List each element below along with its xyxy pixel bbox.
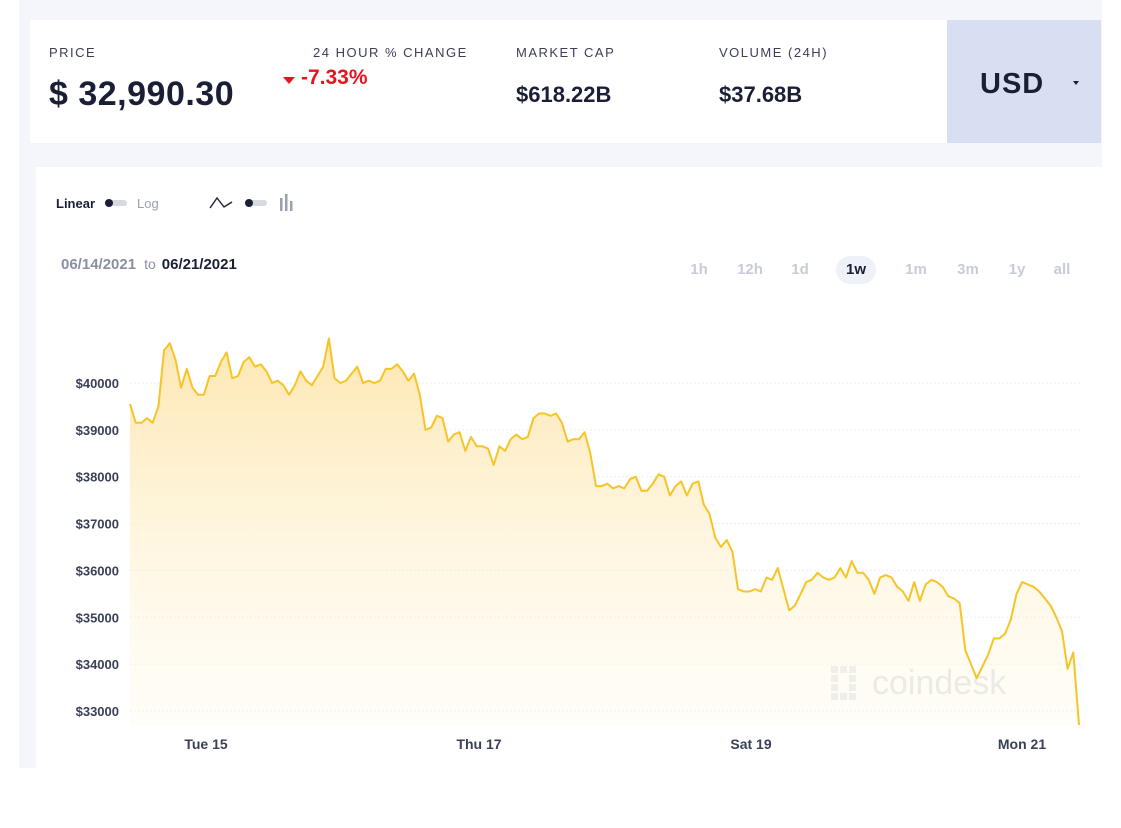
line-chart-icon[interactable] xyxy=(209,196,233,210)
market-cap-value: $618.22B xyxy=(516,82,612,107)
range-3m[interactable]: 3m xyxy=(957,261,979,278)
scale-toggle[interactable] xyxy=(105,199,128,207)
range-12h[interactable]: 12h xyxy=(737,261,763,278)
range-1m[interactable]: 1m xyxy=(905,261,927,278)
change-label: 24 HOUR % CHANGE xyxy=(313,45,468,60)
range-1y[interactable]: 1y xyxy=(1008,261,1026,278)
volume-label: VOLUME (24H) xyxy=(719,45,829,60)
scale-toggle-knob xyxy=(105,199,114,207)
y-tick-label: $35000 xyxy=(76,610,119,625)
volume-value: $37.68B xyxy=(719,82,803,107)
date-to-word: to xyxy=(144,256,156,272)
x-tick-label: Sat 19 xyxy=(730,736,771,752)
x-axis-ticks: Tue 15 Thu 17 Sat 19 Mon 21 xyxy=(184,736,1046,752)
change-value-group: -7.33% xyxy=(283,66,368,90)
x-tick-label: Mon 21 xyxy=(998,736,1046,752)
triangle-down-icon xyxy=(283,76,295,84)
y-tick-label: $38000 xyxy=(76,470,119,485)
chart-controls: Linear Log xyxy=(56,188,295,218)
price-area xyxy=(130,338,1079,726)
y-tick-label: $39000 xyxy=(76,423,119,438)
price-label: PRICE xyxy=(49,45,97,60)
range-1w[interactable]: 1w xyxy=(835,256,877,284)
change-value: -7.33% xyxy=(301,66,368,89)
y-tick-label: $37000 xyxy=(76,517,119,532)
stats-header: PRICE $ 32,990.30 24 HOUR % CHANGE MARKE… xyxy=(30,20,947,143)
market-cap-label: MARKET CAP xyxy=(516,45,616,60)
caret-down-icon xyxy=(1073,81,1079,85)
y-tick-label: $40000 xyxy=(76,376,119,391)
currency-label: USD xyxy=(980,68,1045,100)
date-from: 06/14/2021 xyxy=(61,256,137,273)
bar-chart-icon[interactable] xyxy=(279,194,295,212)
y-tick-label: $34000 xyxy=(76,657,119,672)
range-1h[interactable]: 1h xyxy=(690,261,708,278)
x-tick-label: Tue 15 xyxy=(184,736,228,752)
x-tick-label: Thu 17 xyxy=(456,736,501,752)
scale-log-label[interactable]: Log xyxy=(137,195,159,211)
currency-selector[interactable]: USD xyxy=(947,20,1101,143)
y-tick-label: $33000 xyxy=(76,704,119,719)
y-axis-ticks: $40000 $39000 $38000 $37000 $36000 $35000 $340… xyxy=(76,376,119,719)
chart-type-toggle-knob xyxy=(244,199,253,207)
range-1d[interactable]: 1d xyxy=(791,261,809,278)
date-to: 06/21/2021 xyxy=(161,256,237,273)
y-tick-label: $36000 xyxy=(76,563,119,578)
scale-linear-label[interactable]: Linear xyxy=(56,195,96,211)
price-value: $ 32,990.30 xyxy=(49,75,235,113)
range-selector: 1h 12h 1d 1w 1m 3m 1y all xyxy=(0,256,1121,284)
date-range: 06/14/2021 to 06/21/2021 xyxy=(61,256,237,273)
chart-type-toggle[interactable] xyxy=(244,199,267,207)
price-line xyxy=(129,337,1080,726)
range-all[interactable]: all xyxy=(1053,261,1071,278)
